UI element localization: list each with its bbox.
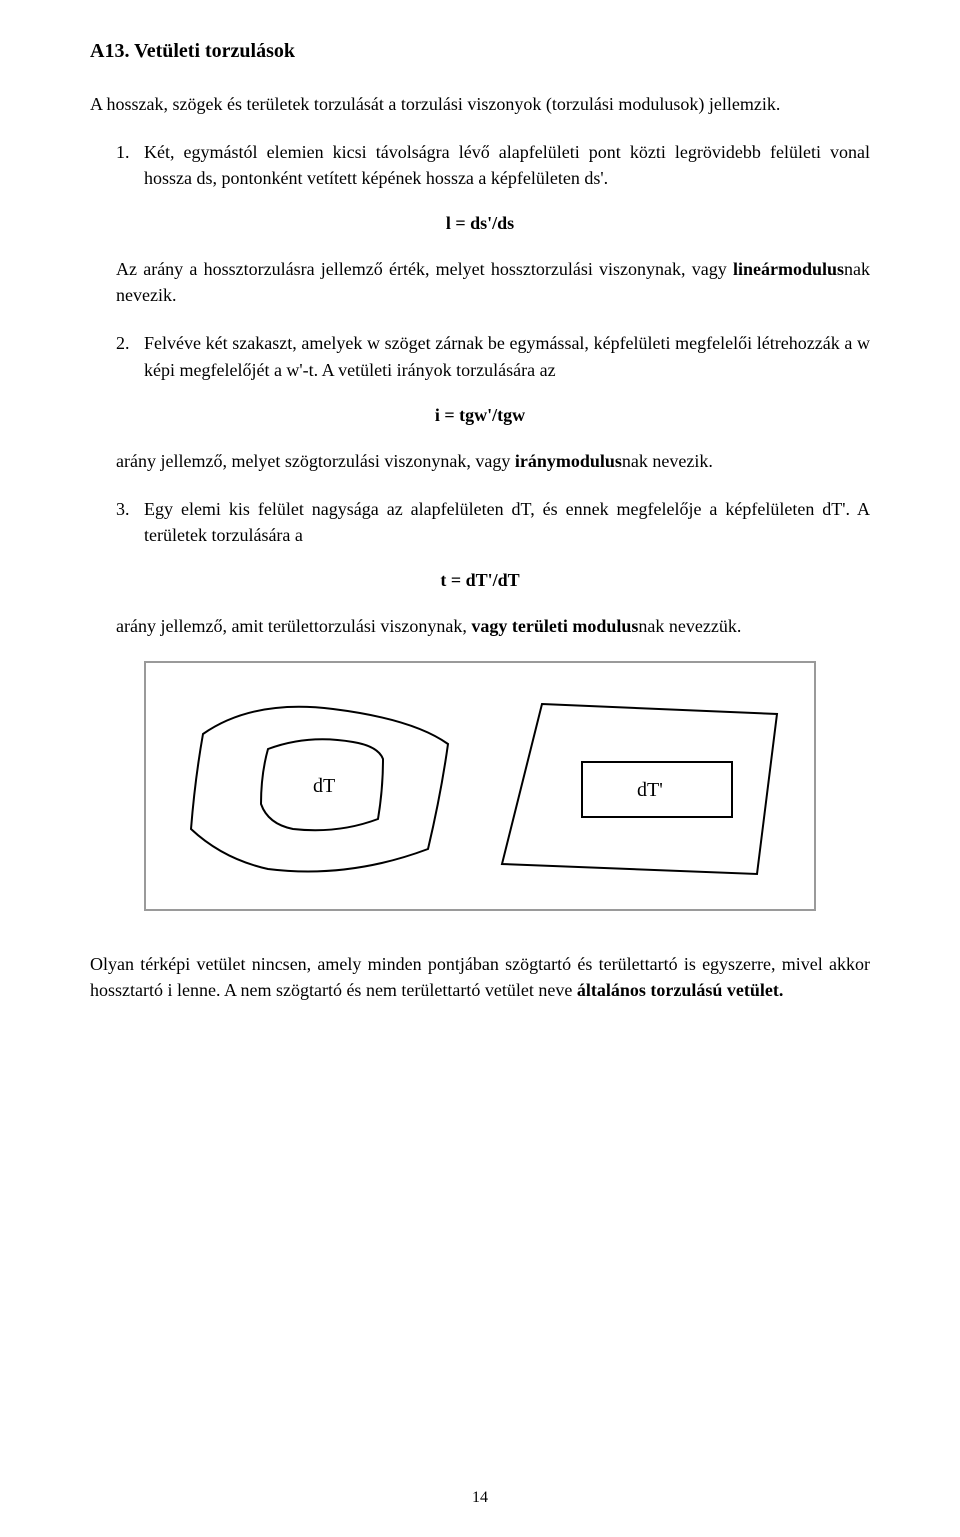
text-run: Az arány a hossztorzulásra jellemző érté… — [116, 259, 733, 279]
list-text: Felvéve két szakaszt, amelyek w szöget z… — [144, 330, 870, 382]
bold-term: vagy területi modulus — [471, 616, 638, 636]
figure-left-panel: dT — [173, 684, 473, 889]
intro-paragraph: A hosszak, szögek és területek torzulásá… — [90, 91, 870, 117]
list-text: Egy elemi kis felület nagysága az alapfe… — [144, 496, 870, 548]
list-item: 3. Egy elemi kis felület nagysága az ala… — [90, 496, 870, 548]
text-run: arány jellemző, melyet szögtorzulási vis… — [116, 451, 515, 471]
numbered-list: 1. Két, egymástól elemien kicsi távolság… — [90, 139, 870, 639]
text-run: nak nevezik. — [622, 451, 713, 471]
list-after-paragraph: arány jellemző, amit területtorzulási vi… — [90, 613, 870, 639]
text-run: arány jellemző, amit területtorzulási vi… — [116, 616, 471, 636]
bold-term: lineármodulus — [733, 259, 844, 279]
figure-container: dT dT' — [144, 661, 816, 911]
list-after-paragraph: arány jellemző, melyet szögtorzulási vis… — [90, 448, 870, 474]
surface-diagram-icon: dT — [173, 684, 473, 884]
formula: i = tgw'/tgw — [90, 405, 870, 426]
bold-term: általános torzulású vetület. — [577, 980, 784, 1000]
conclusion-paragraph: Olyan térképi vetület nincsen, amely min… — [90, 951, 870, 1003]
bold-term: iránymodulus — [515, 451, 622, 471]
page-number: 14 — [0, 1489, 960, 1507]
list-item: 2. Felvéve két szakaszt, amelyek w szöge… — [90, 330, 870, 382]
plane-diagram-icon: dT' — [487, 684, 787, 884]
list-number: 1. — [116, 139, 144, 191]
text-run: nak nevezzük. — [638, 616, 741, 636]
figure-label-left: dT — [313, 775, 335, 797]
figure-right-panel: dT' — [487, 684, 787, 889]
list-item: 1. Két, egymástól elemien kicsi távolság… — [90, 139, 870, 191]
section-heading: A13. Vetületi torzulások — [90, 40, 870, 63]
figure-label-right: dT' — [637, 779, 663, 801]
formula: l = ds'/ds — [90, 213, 870, 234]
list-after-paragraph: Az arány a hossztorzulásra jellemző érté… — [90, 256, 870, 308]
formula: t = dT'/dT — [90, 570, 870, 591]
list-number: 2. — [116, 330, 144, 382]
list-number: 3. — [116, 496, 144, 548]
list-text: Két, egymástól elemien kicsi távolságra … — [144, 139, 870, 191]
